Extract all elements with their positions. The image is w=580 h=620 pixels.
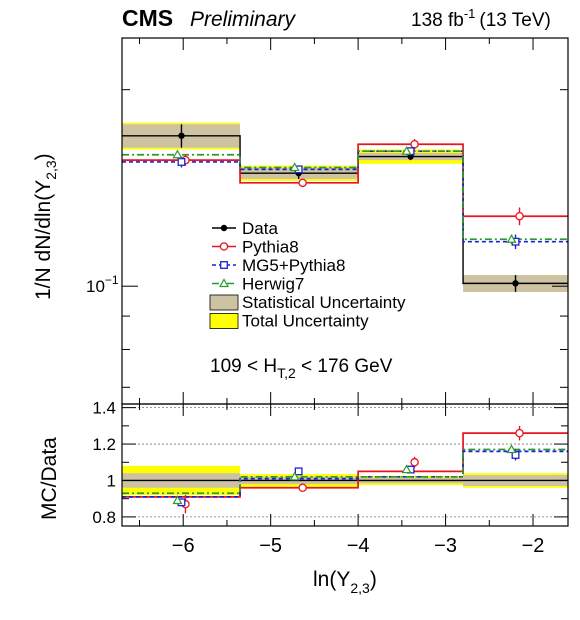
main-histogram-mg5 (122, 150, 568, 243)
xtick-label-3: −3 (434, 535, 457, 557)
main-ylabel-main: 1/N dN/dln(Y (32, 180, 55, 300)
ratio-plot-frame (121, 403, 569, 527)
ratio-mc-markers (172, 425, 524, 514)
ratio-marker-herwig7-1 (289, 471, 300, 481)
legend-label-pythia8: Pythia8 (242, 238, 299, 257)
main-histogram-herwig7 (122, 150, 568, 241)
ratio-marker-pythia8-2 (410, 458, 419, 467)
ratio-gridlines (122, 407, 568, 518)
xtick-label-0: −6 (172, 535, 195, 557)
ratio-marker-mg5-1 (294, 467, 303, 476)
ratio-uncertainty-bands (122, 465, 568, 496)
legend-marker-pythia8 (219, 242, 229, 251)
annotation-sub: T,2 (277, 365, 296, 381)
ytick-exponent: −1 (105, 273, 119, 287)
legend-label-data: Data (242, 219, 278, 238)
main-marker-data-3 (512, 280, 519, 287)
header: CMS Preliminary 138 fb-1 (13 TeV) (122, 5, 551, 31)
x-tick-labels: −6 −5 −4 −3 −2 (172, 535, 545, 557)
main-marker-mg5-0 (177, 158, 186, 166)
ratio-marker-herwig7-0 (172, 495, 183, 505)
ratio-marker-herwig7-3 (506, 444, 517, 454)
legend-swatch-total (209, 313, 239, 329)
main-marker-pythia8-3 (515, 211, 524, 221)
legend-marker-mg5 (220, 261, 228, 269)
xtick-label-2: −4 (347, 535, 370, 557)
ratio-y-axis-title: MC/Data (38, 437, 61, 520)
ratio-ytick-label-1: 1 (107, 471, 116, 490)
lumi-value: 138 fb (411, 10, 464, 31)
ratio-y-tick-labels: 0.8 1 1.2 1.4 (92, 399, 116, 527)
status-label: Preliminary (190, 8, 297, 31)
main-plot-frame (121, 37, 569, 405)
xtick-label-4: −2 (522, 535, 545, 557)
legend-label-stat: Statistical Uncertainty (242, 293, 406, 312)
legend-marker-herwig7 (218, 278, 230, 288)
legend-label-total: Total Uncertainty (242, 312, 369, 331)
main-marker-herwig7-3 (506, 234, 517, 243)
xlabel-close: ) (370, 568, 377, 591)
legend-label-mg5: MG5+Pythia8 (242, 256, 345, 275)
legend-marker-data (220, 224, 228, 232)
legend-label-herwig7: Herwig7 (242, 275, 304, 294)
annotation-main: 109 < H (210, 356, 277, 377)
xlabel-sub: 2,3 (350, 580, 370, 596)
lumi-energy: (13 TeV) (479, 10, 550, 31)
annotation-tail: < 176 GeV (296, 356, 393, 377)
legend-swatch-stat (209, 294, 239, 311)
x-axis-title: ln(Y2,3) (313, 568, 377, 596)
ratio-histogram-mg5 (122, 450, 568, 498)
ratio-ytick-label-2: 1.2 (92, 435, 116, 454)
ratio-marker-pythia8-1 (298, 483, 307, 493)
main-y-axis-title: 1/N dN/dln(Y2,3) (32, 153, 59, 300)
main-ylabel-sub: 2,3 (43, 160, 59, 180)
main-marker-data-0 (178, 132, 185, 139)
ytick-base: 10 (86, 277, 105, 296)
luminosity-label: 138 fb-1 (13 TeV) (411, 6, 551, 31)
ratio-mc-histograms (122, 432, 568, 498)
ratio-ytick-label-0: 0.8 (92, 508, 116, 527)
kinematic-annotation: 109 < HT,2 < 176 GeV (210, 356, 393, 381)
main-marker-pythia8-1 (298, 178, 307, 188)
main-data-markers (172, 124, 524, 292)
main-marker-pythia8-2 (410, 139, 419, 149)
ratio-axis-ticks (122, 404, 568, 526)
main-mc-histograms (122, 135, 568, 285)
main-ytick-label: 10−1 (86, 273, 119, 296)
main-marker-herwig7-0 (172, 149, 183, 159)
lumi-exponent: -1 (464, 6, 476, 21)
main-marker-herwig7-2 (401, 145, 412, 155)
xlabel-main: ln(Y (313, 568, 350, 591)
ratio-marker-herwig7-2 (401, 464, 412, 474)
main-marker-herwig7-1 (289, 162, 300, 172)
main-axis-ticks (122, 38, 568, 404)
xtick-label-1: −5 (259, 535, 282, 557)
main-ylabel-close: ) (32, 153, 55, 160)
experiment-label: CMS (122, 5, 173, 31)
ratio-ytick-label-3: 1.4 (92, 399, 116, 418)
legend: DataPythia8MG5+Pythia8Herwig7Statistical… (209, 219, 406, 331)
ratio-marker-pythia8-3 (515, 428, 524, 438)
